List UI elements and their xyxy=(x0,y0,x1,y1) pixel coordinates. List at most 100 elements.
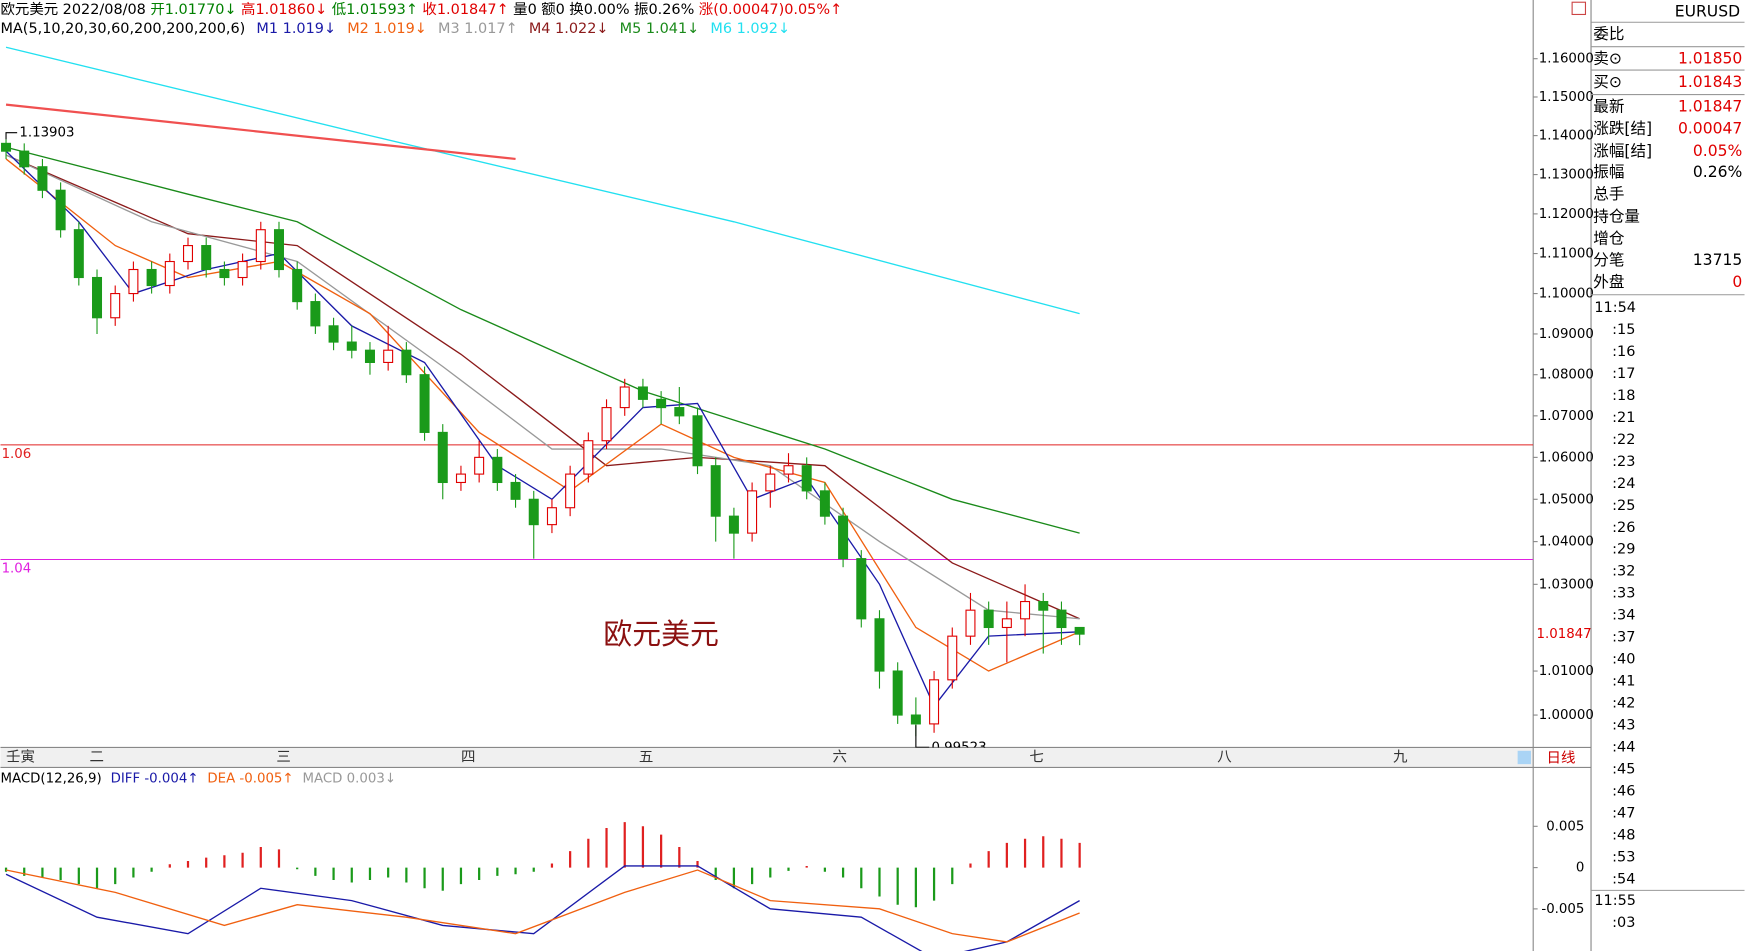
x-tick-label: 四 xyxy=(461,749,475,765)
x-tick-label: 七 xyxy=(1029,748,1043,765)
tick-time: :29 xyxy=(1612,542,1635,558)
tick-time: :42 xyxy=(1612,696,1635,712)
quote-label: 分笔 xyxy=(1593,251,1624,269)
period-label: 日线 xyxy=(1547,750,1576,767)
tick-time: :23 xyxy=(1612,454,1635,470)
candle-body xyxy=(437,431,448,484)
candle-body xyxy=(710,465,721,517)
annotation: 1.13903 xyxy=(19,126,74,141)
y-tick-label: 1.11000 xyxy=(1539,247,1594,262)
tick-time: :03 xyxy=(1612,915,1635,931)
y-tick-label: 1.09000 xyxy=(1539,327,1594,342)
tick-time: :37 xyxy=(1612,630,1635,646)
candle-body xyxy=(856,558,867,620)
candle-body xyxy=(73,229,84,279)
candle-body xyxy=(601,407,612,442)
last-price-box xyxy=(1534,625,1590,644)
y-tick-label: 1.01000 xyxy=(1539,664,1594,679)
ma-legend: M3 1.017↑ xyxy=(438,21,518,37)
candle-body xyxy=(692,415,703,467)
y-tick-label: 1.08000 xyxy=(1539,368,1594,383)
window-icon[interactable] xyxy=(1571,1,1587,16)
header-item: 量0 xyxy=(513,2,537,18)
quote-value: 0.00047 xyxy=(1678,120,1742,138)
candle-body xyxy=(492,456,503,484)
candle-body xyxy=(765,473,776,492)
quote-value: 1.01843 xyxy=(1678,73,1742,91)
ma-legend: M5 1.041↓ xyxy=(620,21,700,37)
candle-body xyxy=(383,349,394,363)
candle-body xyxy=(910,714,921,725)
candle-body xyxy=(37,166,48,191)
ma-legend: MA(5,10,20,30,60,200,200,200,6) xyxy=(0,21,245,37)
tick-time: :25 xyxy=(1612,498,1635,514)
quote-label: 委比 xyxy=(1593,25,1624,43)
candle-body xyxy=(637,386,648,400)
header-item: 低1.01593↑ xyxy=(332,1,418,18)
price-pane: 1.06 1.04 欧元美元 1.13903 0.99523 xyxy=(0,46,1534,755)
quote-label: 持仓量 xyxy=(1593,207,1640,225)
tick-time: 11:55 xyxy=(1594,893,1636,909)
candle-body xyxy=(1020,600,1031,620)
y-tick-label: 0 xyxy=(1576,861,1584,876)
y-tick-label: 1.06000 xyxy=(1539,450,1594,465)
x-axis-bar xyxy=(0,747,1534,768)
tick-time: :40 xyxy=(1612,652,1635,668)
quote-label: 卖⊙ xyxy=(1593,49,1622,67)
quote-label: 买⊙ xyxy=(1593,73,1622,91)
candle-body xyxy=(656,398,667,409)
quote-value: 0.05% xyxy=(1693,142,1742,160)
candle-body xyxy=(146,268,157,287)
tick-time: :34 xyxy=(1612,608,1635,624)
y-tick-label: 1.10000 xyxy=(1539,287,1594,302)
candle-body xyxy=(273,229,284,271)
tick-time: :48 xyxy=(1612,827,1635,843)
tick-time: :54 xyxy=(1612,871,1635,887)
header-item: 涨(0.00047)0.05%↑ xyxy=(699,1,842,18)
tick-time: :26 xyxy=(1612,520,1635,536)
indicator-line xyxy=(5,146,1080,534)
header-item: 开1.01770↓ xyxy=(150,2,236,18)
candle-body xyxy=(965,609,976,637)
candle-body xyxy=(819,490,830,517)
candle-body xyxy=(128,268,139,295)
x-tick-label: 八 xyxy=(1217,749,1232,765)
indicator-line xyxy=(5,158,1080,672)
last-price: 1.01847 xyxy=(1537,627,1592,642)
y-tick-label: 1.04000 xyxy=(1539,535,1594,550)
header-item: 2022/08/08 xyxy=(63,2,146,18)
candle-body xyxy=(929,679,940,725)
candle-body xyxy=(783,465,794,475)
candle-body xyxy=(874,618,885,672)
candle-body xyxy=(237,260,248,279)
x-tick-label: 壬寅 xyxy=(6,748,35,765)
tick-time: :41 xyxy=(1612,674,1635,690)
candle-body xyxy=(619,386,630,409)
overlay: 欧元美元 2022/08/08 开1.01770↓ 高1.01860↓ 低1.01593… xyxy=(0,1,1745,931)
y-tick-label: 1.03000 xyxy=(1539,577,1594,592)
candle-body xyxy=(528,498,539,526)
quote-value: 0.26% xyxy=(1693,163,1742,181)
quote-label: 涨幅[结] xyxy=(1593,142,1652,160)
x-tick-label: 五 xyxy=(639,749,653,765)
candle-body xyxy=(182,245,194,263)
annotation: 0.99523 xyxy=(931,740,986,755)
tick-time: :15 xyxy=(1612,322,1635,338)
y-tick-label: 1.13000 xyxy=(1539,168,1594,183)
scroll-box[interactable] xyxy=(1517,750,1531,765)
quote-value: 1.01847 xyxy=(1678,97,1742,115)
indicator-line xyxy=(5,46,1080,315)
tick-time: :21 xyxy=(1612,410,1635,426)
candle-body xyxy=(747,490,758,534)
y-tick-label: 1.16000 xyxy=(1539,52,1594,67)
candle-body xyxy=(92,276,103,319)
indicator-line xyxy=(5,154,1080,620)
candle-body xyxy=(728,515,739,534)
indicator-line xyxy=(5,869,1080,943)
indicator-line xyxy=(5,103,516,161)
candle-body xyxy=(474,456,485,475)
macd-legend: DEA -0.005↑ xyxy=(207,772,293,787)
quote-label: 最新 xyxy=(1593,97,1624,115)
